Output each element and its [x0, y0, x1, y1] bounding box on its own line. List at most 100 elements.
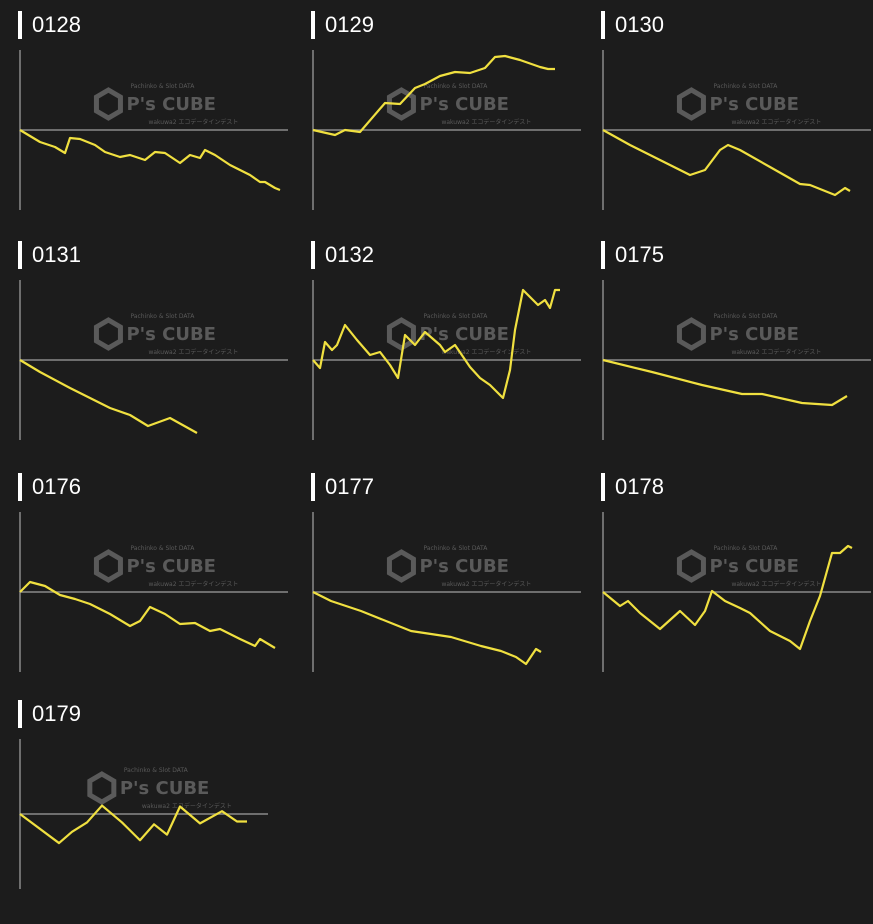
watermark-bottom: wakuwa2 エコデータインデスト: [731, 118, 821, 126]
chart-panel-0131: 0131 Pachinko & Slot DATA P's CUBE wakuwa2 …: [18, 240, 298, 465]
series-line: [19, 580, 276, 649]
title-marker: [601, 473, 605, 501]
watermark-top: Pachinko & Slot DATA: [130, 545, 195, 552]
watermark-brand: P's CUBE: [709, 94, 799, 115]
watermark-logo: Pachinko & Slot DATA P's CUBE wakuwa2 エコデー…: [87, 767, 232, 810]
line-chart: Pachinko & Slot DATA P's CUBE wakuwa2 エコデー…: [602, 512, 871, 672]
cube-icon: [676, 549, 706, 583]
line-chart: Pachinko & Slot DATA P's CUBE wakuwa2 エコデー…: [602, 280, 871, 440]
chart-panel-0132: 0132 Pachinko & Slot DATA P's CUBE wakuwa2 …: [311, 240, 591, 465]
watermark-brand: P's CUBE: [126, 556, 216, 577]
title-marker: [601, 11, 605, 39]
series-line: [312, 591, 542, 666]
chart-title: 0132: [311, 240, 374, 270]
cube-icon: [386, 549, 416, 583]
chart-title: 0131: [18, 240, 81, 270]
watermark-top: Pachinko & Slot DATA: [713, 545, 778, 552]
line-chart: Pachinko & Slot DATA P's CUBE wakuwa2 エコデー…: [312, 280, 581, 440]
watermark-logo: Pachinko & Slot DATA P's CUBE wakuwa2 エコデー…: [386, 313, 531, 356]
chart-title-text: 0176: [32, 474, 81, 499]
watermark-brand: P's CUBE: [419, 324, 509, 345]
watermark-brand: P's CUBE: [709, 556, 799, 577]
cube-icon: [93, 87, 123, 121]
chart-title: 0129: [311, 10, 374, 40]
series-line: [312, 288, 560, 400]
chart-panel-0130: 0130 Pachinko & Slot DATA P's CUBE wakuwa2 …: [601, 10, 873, 235]
cube-icon: [676, 87, 706, 121]
title-marker: [18, 11, 22, 39]
cube-icon: [386, 87, 416, 121]
line-chart: Pachinko & Slot DATA P's CUBE wakuwa2 エコデー…: [312, 512, 581, 672]
title-marker: [18, 473, 22, 501]
chart-title-text: 0132: [325, 242, 374, 267]
chart-title-text: 0177: [325, 474, 374, 499]
chart-panel-0129: 0129 Pachinko & Slot DATA P's CUBE wakuwa2 …: [311, 10, 591, 235]
title-marker: [18, 700, 22, 728]
watermark-top: Pachinko & Slot DATA: [130, 83, 195, 90]
watermark-bottom: wakuwa2 エコデータインデスト: [148, 580, 238, 588]
series-line: [602, 358, 848, 407]
series-line: [19, 804, 247, 845]
chart-title: 0130: [601, 10, 664, 40]
line-chart: Pachinko & Slot DATA P's CUBE wakuwa2 エコデー…: [602, 50, 871, 210]
watermark-bottom: wakuwa2 エコデータインデスト: [148, 118, 238, 126]
chart-title: 0178: [601, 472, 664, 502]
series-line: [602, 544, 853, 651]
watermark-top: Pachinko & Slot DATA: [423, 313, 488, 320]
chart-title-text: 0178: [615, 474, 664, 499]
watermark-top: Pachinko & Slot DATA: [130, 313, 195, 320]
title-marker: [311, 11, 315, 39]
watermark-bottom: wakuwa2 エコデータインデスト: [731, 580, 821, 588]
chart-title-text: 0179: [32, 701, 81, 726]
series-line: [312, 54, 555, 137]
title-marker: [311, 241, 315, 269]
watermark-brand: P's CUBE: [126, 94, 216, 115]
chart-title-text: 0175: [615, 242, 664, 267]
line-chart: Pachinko & Slot DATA P's CUBE wakuwa2 エコデー…: [312, 50, 581, 210]
chart-panel-0178: 0178 Pachinko & Slot DATA P's CUBE wakuwa2 …: [601, 472, 873, 697]
watermark-bottom: wakuwa2 エコデータインデスト: [142, 802, 232, 810]
watermark-logo: Pachinko & Slot DATA P's CUBE wakuwa2 エコデー…: [93, 545, 238, 588]
watermark-logo: Pachinko & Slot DATA P's CUBE wakuwa2 エコデー…: [386, 83, 531, 126]
watermark-brand: P's CUBE: [419, 94, 509, 115]
chart-title: 0177: [311, 472, 374, 502]
chart-title: 0128: [18, 10, 81, 40]
watermark-logo: Pachinko & Slot DATA P's CUBE wakuwa2 エコデー…: [676, 83, 821, 126]
cube-icon: [93, 317, 123, 351]
watermark-bottom: wakuwa2 エコデータインデスト: [441, 348, 531, 356]
title-marker: [311, 473, 315, 501]
watermark-logo: Pachinko & Slot DATA P's CUBE wakuwa2 エコデー…: [93, 83, 238, 126]
cube-icon: [676, 317, 706, 351]
watermark-bottom: wakuwa2 エコデータインデスト: [441, 580, 531, 588]
chart-title: 0175: [601, 240, 664, 270]
chart-panel-0176: 0176 Pachinko & Slot DATA P's CUBE wakuwa2 …: [18, 472, 298, 697]
watermark-bottom: wakuwa2 エコデータインデスト: [731, 348, 821, 356]
watermark-top: Pachinko & Slot DATA: [713, 313, 778, 320]
watermark-bottom: wakuwa2 エコデータインデスト: [441, 118, 531, 126]
cube-icon: [87, 771, 117, 805]
chart-panel-0177: 0177 Pachinko & Slot DATA P's CUBE wakuwa2 …: [311, 472, 591, 697]
watermark-top: Pachinko & Slot DATA: [124, 767, 189, 774]
watermark-logo: Pachinko & Slot DATA P's CUBE wakuwa2 エコデー…: [676, 545, 821, 588]
chart-title: 0176: [18, 472, 81, 502]
line-chart: Pachinko & Slot DATA P's CUBE wakuwa2 エコデー…: [19, 50, 288, 210]
line-chart: Pachinko & Slot DATA P's CUBE wakuwa2 エコデー…: [19, 739, 268, 889]
chart-panel-0179: 0179 Pachinko & Slot DATA P's CUBE wakuwa2 …: [18, 699, 298, 924]
watermark-brand: P's CUBE: [709, 324, 799, 345]
chart-title-text: 0130: [615, 12, 664, 37]
chart-title-text: 0129: [325, 12, 374, 37]
line-chart: Pachinko & Slot DATA P's CUBE wakuwa2 エコデー…: [19, 512, 288, 672]
title-marker: [601, 241, 605, 269]
cube-icon: [386, 317, 416, 351]
watermark-top: Pachinko & Slot DATA: [423, 545, 488, 552]
title-marker: [18, 241, 22, 269]
chart-panel-0175: 0175 Pachinko & Slot DATA P's CUBE wakuwa2 …: [601, 240, 873, 465]
chart-panel-0128: 0128 Pachinko & Slot DATA P's CUBE wakuwa2 …: [18, 10, 298, 235]
chart-title-text: 0131: [32, 242, 81, 267]
watermark-top: Pachinko & Slot DATA: [423, 83, 488, 90]
series-line: [19, 359, 198, 434]
line-chart: Pachinko & Slot DATA P's CUBE wakuwa2 エコデー…: [19, 280, 288, 440]
watermark-bottom: wakuwa2 エコデータインデスト: [148, 348, 238, 356]
series-line: [19, 129, 281, 192]
chart-title-text: 0128: [32, 12, 81, 37]
